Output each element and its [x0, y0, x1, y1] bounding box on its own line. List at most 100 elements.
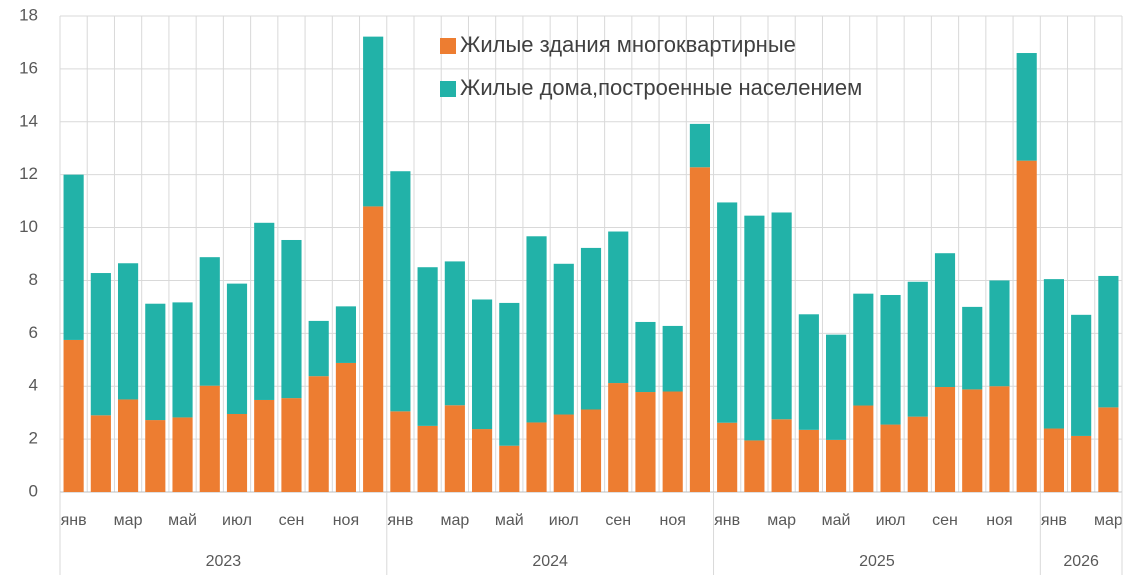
bar-segment: [145, 303, 166, 421]
x-tick-label: май: [822, 512, 851, 529]
bar-segment: [444, 261, 465, 406]
y-tick-label: 14: [19, 111, 38, 130]
group-label: 2023: [206, 553, 242, 570]
bar-segment: [934, 387, 956, 492]
bar-segment: [580, 247, 602, 410]
x-tick-label: мар: [767, 512, 796, 529]
bar-segment: [363, 206, 384, 492]
x-tick-label: ноя: [659, 512, 685, 529]
legend-swatch: [440, 81, 456, 97]
bar-segment: [1071, 314, 1092, 436]
x-tick-label: мар: [114, 512, 143, 529]
bar-segment: [717, 202, 738, 423]
bar-segment: [553, 263, 574, 415]
bar-segment: [907, 281, 928, 417]
bar-segment: [826, 334, 847, 440]
bar-segment: [853, 405, 874, 492]
bar-segment: [1016, 53, 1037, 161]
bar-segment: [335, 306, 356, 363]
bar-segment: [417, 267, 438, 426]
bar-segment: [199, 385, 220, 492]
x-tick-label: сен: [605, 512, 631, 529]
x-tick-label: янв: [61, 512, 87, 529]
legend-swatch: [440, 38, 456, 54]
bar-segment: [880, 424, 901, 492]
y-tick-label: 6: [29, 323, 38, 342]
x-tick-label: янв: [387, 512, 413, 529]
bar-segment: [281, 398, 302, 492]
bar-segment: [826, 439, 847, 492]
bar-segment: [226, 283, 248, 414]
bar-segment: [417, 425, 438, 492]
bar-segment: [308, 320, 329, 377]
bar-segment: [962, 389, 983, 492]
bar-segment: [363, 36, 384, 207]
bar-segment: [1098, 275, 1119, 408]
bar-segment: [308, 376, 329, 492]
y-tick-label: 4: [29, 376, 38, 395]
bar-segment: [1043, 428, 1064, 492]
bar-segment: [880, 294, 901, 425]
y-tick-label: 8: [29, 270, 38, 289]
bar-segment: [771, 212, 792, 420]
bar-segment: [444, 405, 465, 492]
bar-segment: [662, 325, 683, 392]
bar-segment: [608, 231, 629, 384]
x-tick-label: сен: [932, 512, 958, 529]
bar-segment: [689, 123, 710, 168]
bar-segment: [335, 362, 356, 492]
bar-segment: [390, 171, 411, 412]
bar-segment: [90, 415, 111, 492]
x-tick-label: май: [495, 512, 524, 529]
y-tick-label: 0: [29, 481, 38, 500]
bar-segment: [472, 299, 493, 430]
bar-segment: [63, 174, 84, 340]
legend-label: Жилые дома,построенные населением: [460, 75, 862, 100]
x-tick-label: июл: [876, 512, 906, 529]
bar-segment: [118, 263, 139, 400]
group-label: 2024: [532, 553, 568, 570]
bar-segment: [90, 273, 111, 416]
bar-segment: [635, 392, 656, 492]
bar-segment: [907, 416, 928, 492]
x-tick-label: мар: [440, 512, 469, 529]
bar-segment: [499, 302, 520, 446]
y-tick-label: 18: [19, 5, 38, 24]
bar-segment: [962, 306, 983, 390]
y-tick-label: 12: [19, 164, 38, 183]
bar-segment: [934, 253, 956, 388]
bar-segment: [580, 409, 602, 492]
group-label: 2025: [859, 553, 895, 570]
bar-segment: [662, 391, 683, 492]
bar-segment: [254, 222, 275, 400]
x-tick-label: сен: [279, 512, 305, 529]
bar-segment: [1098, 407, 1119, 492]
bar-segment: [145, 420, 166, 492]
bar-segment: [744, 440, 765, 492]
bar-segment: [472, 429, 493, 492]
bar-segment: [1071, 435, 1092, 492]
bar-segment: [226, 413, 248, 492]
bar-segment: [499, 445, 520, 492]
bar-segment: [63, 339, 84, 492]
bar-segment: [798, 429, 819, 492]
y-tick-label: 16: [19, 58, 38, 77]
bar-segment: [989, 386, 1010, 492]
bar-segment: [798, 314, 819, 430]
bar-segment: [526, 236, 547, 423]
bar-segment: [1043, 279, 1064, 429]
y-tick-label: 2: [29, 429, 38, 448]
x-tick-label: янв: [1041, 512, 1067, 529]
x-tick-label: янв: [714, 512, 740, 529]
bar-segment: [771, 419, 792, 492]
bar-segment: [1016, 160, 1037, 492]
bar-segment: [172, 417, 193, 492]
bar-segment: [281, 239, 302, 399]
legend-label: Жилые здания многоквартирные: [460, 32, 796, 57]
bar-segment: [717, 422, 738, 492]
bar-segment: [608, 383, 629, 492]
bar-segment: [989, 280, 1010, 387]
group-label: 2026: [1063, 553, 1099, 570]
bar-segment: [744, 215, 765, 441]
